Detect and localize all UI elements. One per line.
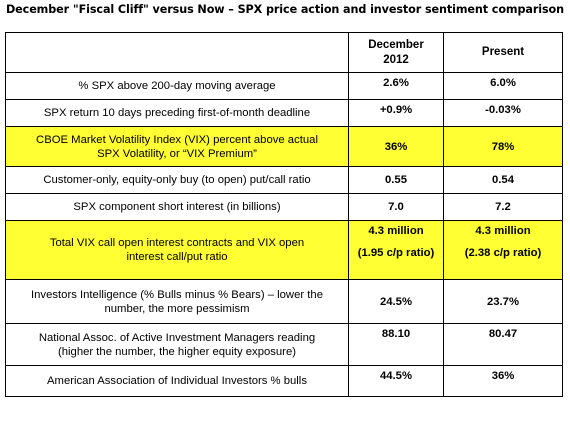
december-value: 44.5% [348, 365, 444, 397]
row-label: Investors Intelligence (% Bulls minus % … [5, 279, 349, 324]
december-value: 4.3 million (1.95 c/p ratio) [348, 220, 444, 280]
table-row: Customer-only, equity-only buy (to open)… [5, 166, 563, 194]
row-label: SPX component short interest (in billion… [5, 193, 349, 221]
present-value: 23.7% [443, 279, 563, 324]
comparison-table: December 2012 Present % SPX above 200-da… [5, 32, 563, 397]
row-label: % SPX above 200-day moving average [5, 72, 349, 100]
row-label-line: Investors Intelligence (% Bulls minus % … [31, 288, 323, 301]
december-value-line: (1.95 c/p ratio) [357, 247, 435, 259]
present-value: 0.54 [443, 166, 563, 194]
table-row: Investors Intelligence (% Bulls minus % … [5, 279, 563, 324]
header-row: December 2012 Present [5, 32, 563, 73]
december-value: 88.10 [348, 323, 444, 366]
present-value: 7.2 [443, 193, 563, 221]
table-row: National Assoc. of Active Investment Man… [5, 323, 563, 366]
present-value: 78% [443, 126, 563, 167]
december-value: +0.9% [348, 99, 444, 127]
present-value: 6.0% [443, 72, 563, 100]
row-label: National Assoc. of Active Investment Man… [5, 323, 349, 366]
table-row-highlighted: CBOE Market Volatility Index (VIX) perce… [5, 126, 563, 167]
present-value-line: (2.38 c/p ratio) [464, 247, 542, 259]
present-value-line: 4.3 million [475, 225, 531, 237]
header-december-year: 2012 [383, 53, 409, 66]
present-value: -0.03% [443, 99, 563, 127]
row-label: Customer-only, equity-only buy (to open)… [5, 166, 349, 194]
december-value: 7.0 [348, 193, 444, 221]
header-label-cell [5, 32, 349, 73]
row-label: Total VIX call open interest contracts a… [5, 220, 349, 280]
row-label-line: CBOE Market Volatility Index (VIX) perce… [36, 133, 318, 146]
header-december: December 2012 [348, 32, 444, 73]
header-present: Present [443, 32, 563, 73]
december-value-line: 4.3 million [368, 225, 424, 237]
row-label-line: (higher the number, the higher equity ex… [57, 345, 296, 358]
row-label: SPX return 10 days preceding first-of-mo… [5, 99, 349, 127]
header-december-month: December [368, 38, 424, 51]
table-row: % SPX above 200-day moving average 2.6% … [5, 72, 563, 100]
present-value: 4.3 million (2.38 c/p ratio) [443, 220, 563, 280]
page-title: December "Fiscal Cliff" versus Now – SPX… [5, 3, 565, 16]
row-label: CBOE Market Volatility Index (VIX) perce… [5, 126, 349, 167]
row-label-line: National Assoc. of Active Investment Man… [38, 331, 316, 344]
table-row: SPX component short interest (in billion… [5, 193, 563, 221]
december-value: 24.5% [348, 279, 444, 324]
row-label-line: interest call/put ratio [126, 251, 228, 263]
present-value: 80.47 [443, 323, 563, 366]
row-label: American Association of Individual Inves… [5, 365, 349, 397]
table-row-highlighted: Total VIX call open interest contracts a… [5, 220, 563, 280]
row-label-line: number, the more pessimism [104, 302, 250, 315]
row-label-line: Total VIX call open interest contracts a… [49, 237, 305, 249]
table-row: American Association of Individual Inves… [5, 365, 563, 397]
present-value: 36% [443, 365, 563, 397]
december-value: 36% [348, 126, 444, 167]
row-label-line: SPX Volatility, or “VIX Premium” [97, 147, 257, 160]
table-row: SPX return 10 days preceding first-of-mo… [5, 99, 563, 127]
december-value: 0.55 [348, 166, 444, 194]
december-value: 2.6% [348, 72, 444, 100]
